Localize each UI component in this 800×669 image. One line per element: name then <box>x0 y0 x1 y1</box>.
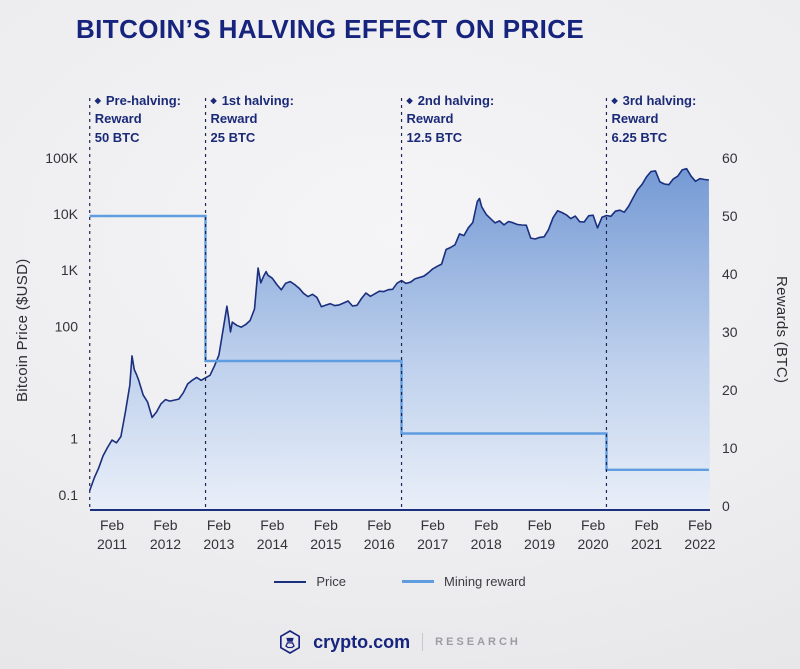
x-tick-year: 2014 <box>257 536 288 552</box>
x-tick-month: Feb <box>421 517 445 533</box>
x-tick-month: Feb <box>367 517 391 533</box>
legend-item-price: Price <box>274 574 346 589</box>
footer: crypto.com RESEARCH <box>0 630 800 654</box>
reward-tick-label: 40 <box>722 266 738 282</box>
x-tick-year: 2021 <box>631 536 662 552</box>
legend: Price Mining reward <box>0 574 800 589</box>
price-line <box>88 167 709 491</box>
x-tick-year: 2018 <box>471 536 502 552</box>
crypto-com-logo-icon <box>279 630 301 654</box>
x-tick-year: 2019 <box>524 536 555 552</box>
x-tick-month: Feb <box>528 517 552 533</box>
x-tick-year: 2017 <box>417 536 448 552</box>
halving-price-chart: 100K10K1K10010.16050403020100Feb2011Feb2… <box>45 98 738 552</box>
x-tick-year: 2011 <box>97 536 127 552</box>
price-tick-label: 100K <box>45 150 78 166</box>
reward-tick-label: 50 <box>722 208 738 224</box>
legend-label-mining-reward: Mining reward <box>443 574 526 589</box>
reward-tick-label: 10 <box>722 440 738 456</box>
research-label: RESEARCH <box>435 636 521 648</box>
price-tick-label: 1 <box>70 431 78 447</box>
x-tick-year: 2013 <box>203 536 234 552</box>
price-line-swatch-icon <box>274 580 307 583</box>
price-tick-label: 100 <box>55 318 79 334</box>
price-tick-label: 10K <box>53 206 79 222</box>
x-tick-month: Feb <box>153 517 177 533</box>
legend-item-mining-reward: Mining reward <box>401 574 526 589</box>
price-tick-label: 1K <box>61 262 79 278</box>
x-tick-month: Feb <box>100 517 124 533</box>
price-tick-label: 0.1 <box>59 487 79 503</box>
legend-label-price: Price <box>316 574 346 589</box>
mining-reward-line-swatch-icon <box>401 580 434 583</box>
x-tick-year: 2020 <box>578 536 609 552</box>
reward-tick-label: 30 <box>722 324 738 340</box>
x-tick-month: Feb <box>207 517 231 533</box>
x-tick-year: 2016 <box>364 536 395 552</box>
reward-tick-label: 0 <box>722 498 730 514</box>
price-area <box>89 168 710 510</box>
footer-divider <box>422 633 424 651</box>
x-tick-month: Feb <box>688 517 712 533</box>
x-tick-month: Feb <box>314 517 338 533</box>
brand-name: crypto.com <box>313 631 411 652</box>
reward-tick-label: 60 <box>722 150 738 166</box>
page-title: BITCOIN’S HALVING EFFECT ON PRICE <box>76 14 585 44</box>
x-tick-year: 2015 <box>310 536 341 552</box>
x-tick-year: 2022 <box>684 536 715 552</box>
x-tick-month: Feb <box>474 517 498 533</box>
x-tick-month: Feb <box>260 517 284 533</box>
x-tick-year: 2012 <box>150 536 181 552</box>
x-tick-month: Feb <box>581 517 605 533</box>
reward-tick-label: 20 <box>722 382 738 398</box>
right-axis-title: Rewards (BTC) <box>773 276 790 384</box>
x-tick-month: Feb <box>634 517 658 533</box>
